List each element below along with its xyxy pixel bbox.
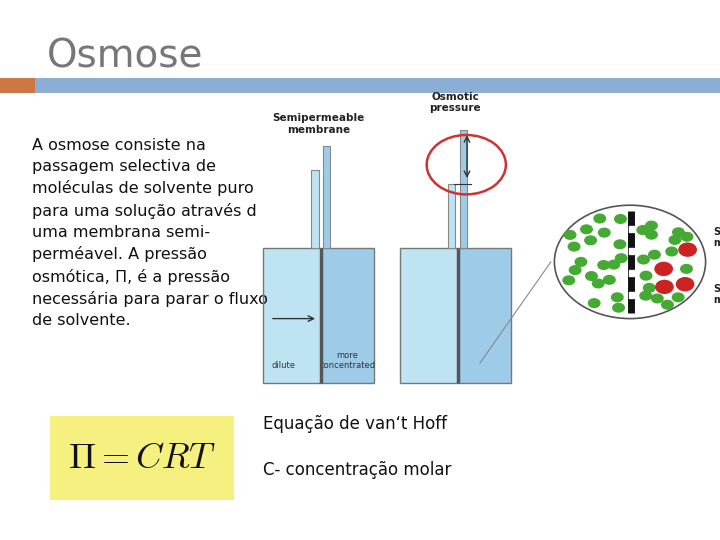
Bar bbox=[449, 184, 456, 248]
Circle shape bbox=[575, 258, 587, 266]
Circle shape bbox=[646, 231, 657, 239]
Circle shape bbox=[640, 292, 652, 300]
Bar bbox=[400, 248, 458, 383]
Circle shape bbox=[666, 247, 678, 256]
Circle shape bbox=[616, 254, 627, 262]
Text: Semipermeable
membrane: Semipermeable membrane bbox=[272, 113, 365, 135]
Text: Solvent
molecule: Solvent molecule bbox=[713, 284, 720, 305]
Circle shape bbox=[669, 235, 680, 244]
Circle shape bbox=[615, 215, 626, 224]
Bar bbox=[50, 416, 234, 500]
Text: Equação de vanʻt Hoff: Equação de vanʻt Hoff bbox=[263, 415, 447, 433]
Circle shape bbox=[656, 280, 673, 293]
Circle shape bbox=[603, 275, 615, 284]
Bar bbox=[460, 130, 467, 248]
Bar bbox=[629, 270, 634, 276]
Bar bbox=[629, 292, 634, 298]
Circle shape bbox=[672, 293, 684, 302]
Bar bbox=[629, 248, 634, 254]
Circle shape bbox=[679, 243, 696, 256]
Circle shape bbox=[638, 255, 649, 264]
Bar bbox=[458, 248, 511, 383]
Circle shape bbox=[680, 265, 692, 273]
Circle shape bbox=[594, 214, 606, 223]
Circle shape bbox=[614, 240, 626, 248]
Circle shape bbox=[588, 299, 600, 307]
Circle shape bbox=[662, 300, 673, 309]
Bar bbox=[400, 248, 511, 383]
Text: more
concentrated: more concentrated bbox=[320, 350, 376, 370]
Bar bbox=[0, 78, 35, 93]
Bar bbox=[629, 226, 634, 232]
Circle shape bbox=[676, 278, 693, 291]
Text: Osmose: Osmose bbox=[47, 38, 203, 76]
Circle shape bbox=[681, 232, 693, 241]
Circle shape bbox=[568, 242, 580, 251]
Circle shape bbox=[652, 294, 663, 303]
Circle shape bbox=[644, 284, 655, 292]
Circle shape bbox=[598, 261, 609, 269]
Bar bbox=[263, 248, 321, 383]
Bar bbox=[312, 170, 319, 248]
Bar bbox=[35, 78, 720, 93]
Circle shape bbox=[598, 228, 610, 237]
Circle shape bbox=[554, 205, 706, 319]
Circle shape bbox=[613, 303, 624, 312]
Circle shape bbox=[637, 226, 649, 234]
Bar bbox=[321, 248, 374, 383]
Circle shape bbox=[585, 236, 596, 245]
Text: C- concentração molar: C- concentração molar bbox=[263, 461, 451, 479]
Circle shape bbox=[608, 260, 620, 269]
Circle shape bbox=[593, 279, 604, 288]
Circle shape bbox=[672, 228, 684, 237]
Circle shape bbox=[585, 272, 597, 280]
Circle shape bbox=[655, 262, 672, 275]
Text: Osmotic
pressure: Osmotic pressure bbox=[430, 92, 481, 113]
Text: A osmose consiste na
passagem selectiva de
moléculas de solvente puro
para uma s: A osmose consiste na passagem selectiva … bbox=[32, 138, 269, 328]
Bar bbox=[323, 146, 330, 248]
Circle shape bbox=[570, 266, 581, 274]
Circle shape bbox=[564, 231, 576, 239]
Text: Solute
molecule: Solute molecule bbox=[713, 227, 720, 248]
Text: $\Pi = CRT$: $\Pi = CRT$ bbox=[68, 441, 217, 475]
Circle shape bbox=[646, 221, 657, 230]
Circle shape bbox=[581, 225, 593, 234]
Circle shape bbox=[611, 293, 623, 301]
Circle shape bbox=[649, 251, 660, 259]
Circle shape bbox=[563, 276, 575, 285]
Bar bbox=[263, 248, 374, 383]
Text: dilute: dilute bbox=[271, 361, 295, 370]
Circle shape bbox=[640, 272, 652, 280]
